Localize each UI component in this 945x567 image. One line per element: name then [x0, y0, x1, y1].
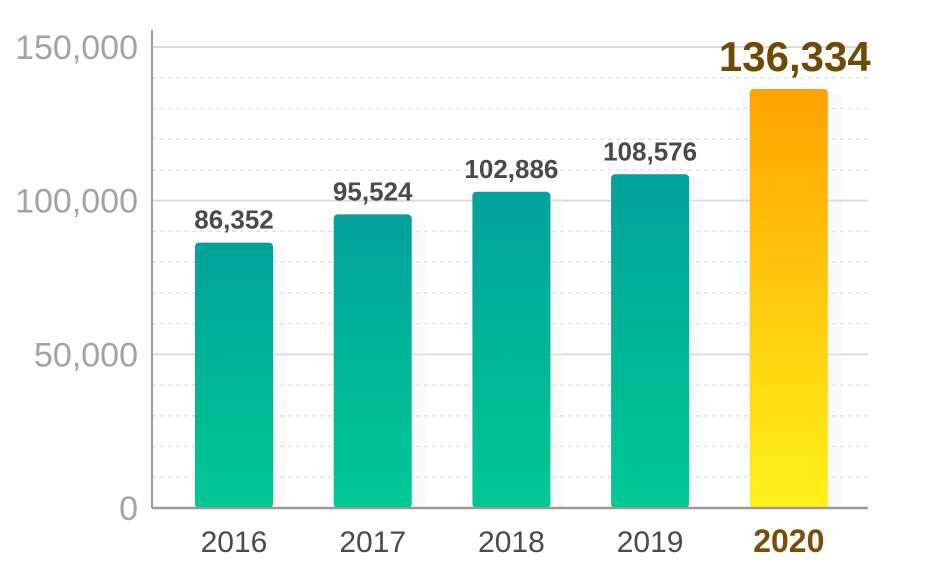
y-tick-labels: 0 50,000 100,000 150,000	[15, 29, 138, 528]
y-tick-label: 0	[119, 490, 138, 528]
bar-2018	[472, 191, 551, 508]
bar-2017	[333, 214, 412, 508]
bars	[195, 89, 828, 509]
x-tick-label: 2017	[339, 526, 406, 559]
axes	[151, 30, 868, 510]
x-tick-labels: 2016 2017 2018 2019 2020	[201, 523, 825, 559]
x-tick-label: 2018	[478, 526, 545, 559]
value-label: 102,886	[464, 154, 558, 184]
value-labels: 86,352 95,524 102,886 108,576 136,334	[194, 33, 871, 235]
x-tick-label: 2016	[201, 526, 268, 559]
y-tick-label: 50,000	[34, 336, 138, 374]
value-label: 86,352	[194, 205, 274, 235]
bar-2016	[195, 242, 273, 509]
bar-2019	[611, 174, 690, 508]
value-label: 95,524	[333, 176, 413, 206]
value-label: 108,576	[603, 136, 697, 166]
y-tick-label: 100,000	[15, 183, 138, 221]
y-tick-label: 150,000	[15, 29, 138, 67]
x-tick-label: 2020	[753, 523, 824, 559]
x-tick-label: 2019	[617, 526, 684, 559]
value-label: 136,334	[719, 33, 871, 80]
bar-2020	[749, 89, 828, 508]
